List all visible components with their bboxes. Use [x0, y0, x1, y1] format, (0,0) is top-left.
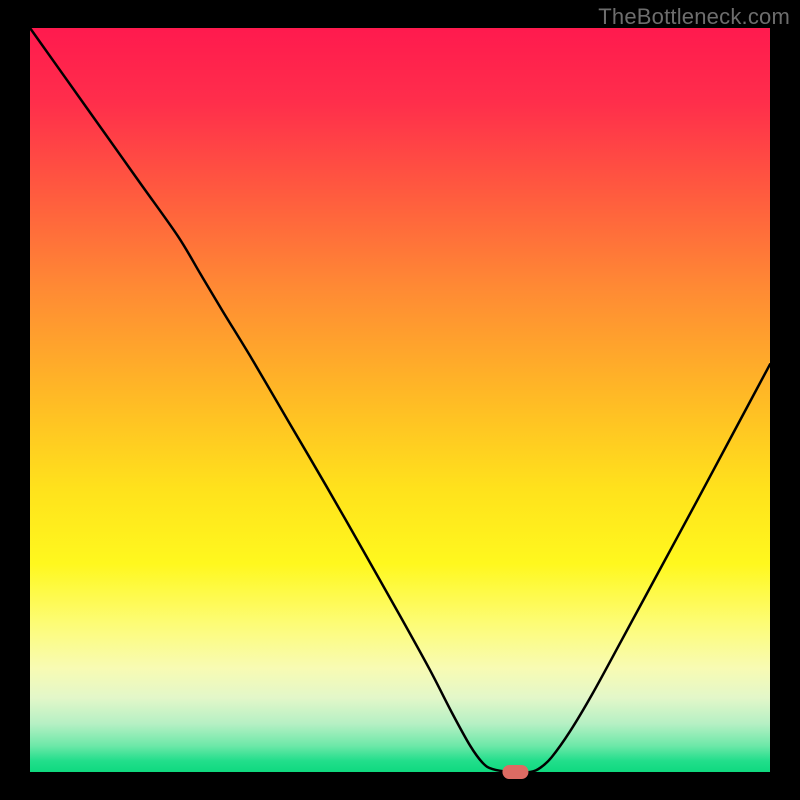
- plot-area: [0, 0, 800, 800]
- chart-container: TheBottleneck.com: [0, 0, 800, 800]
- gradient-background: [30, 28, 770, 772]
- bottleneck-chart: [0, 0, 800, 800]
- watermark-text: TheBottleneck.com: [598, 4, 790, 30]
- optimal-point-marker: [502, 765, 528, 779]
